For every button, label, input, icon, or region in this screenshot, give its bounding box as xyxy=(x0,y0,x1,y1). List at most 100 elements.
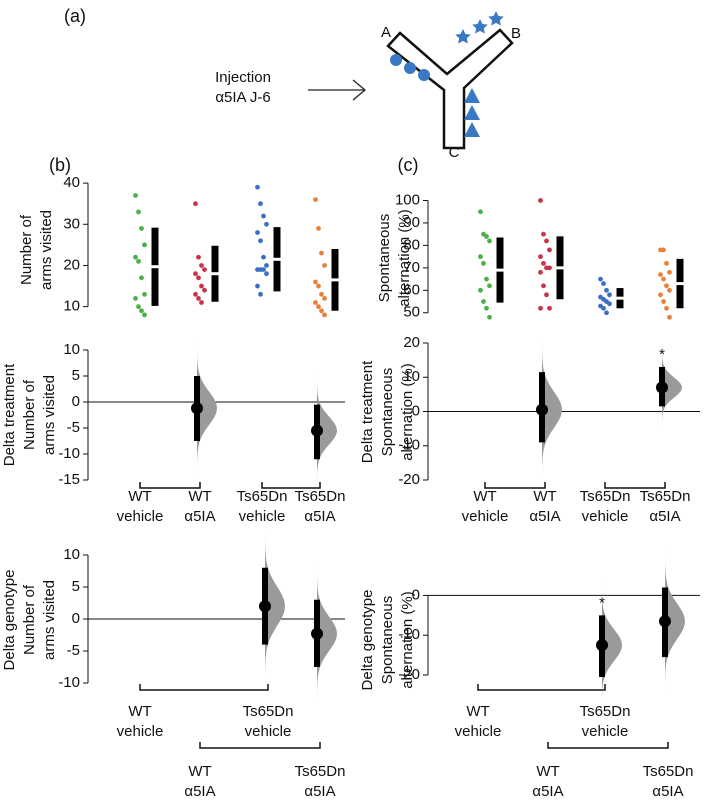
y-axis-label: alternation (%) xyxy=(399,591,416,689)
x-tick-label: Ts65Dn xyxy=(237,488,288,505)
data-point xyxy=(258,238,263,244)
data-point xyxy=(319,308,324,314)
mean-difference xyxy=(659,615,671,628)
x-tick-label: WT xyxy=(188,763,211,780)
data-point xyxy=(139,275,144,281)
mean-difference xyxy=(311,424,323,437)
data-point xyxy=(658,272,663,277)
x-tick-label: WT xyxy=(533,488,556,505)
x-tick-label: α5IA xyxy=(184,508,215,525)
y-axis-label: alternation (%) xyxy=(399,363,416,461)
x-tick-label: α5IA xyxy=(184,783,215,800)
y-tick-label: 20 xyxy=(63,256,80,273)
data-point xyxy=(313,279,318,285)
injection-label: Injection xyxy=(215,69,271,86)
y-tick-label: 0 xyxy=(412,402,420,419)
y-tick-label: -5 xyxy=(67,642,80,659)
significance: * xyxy=(659,346,665,363)
data-point xyxy=(661,299,666,304)
data-point xyxy=(538,254,543,260)
y-tick-label: -20 xyxy=(398,471,420,488)
data-point xyxy=(478,254,483,260)
x-tick-label: vehicle xyxy=(462,508,509,525)
y-tick-label: 90 xyxy=(403,214,420,231)
bootstrap-distribution xyxy=(662,347,682,428)
y-axis-label: Number of xyxy=(18,214,35,285)
data-point xyxy=(541,283,546,289)
y-maze xyxy=(386,28,514,150)
mean-difference xyxy=(596,639,608,652)
data-point xyxy=(316,283,321,289)
data-point xyxy=(538,305,543,311)
data-point xyxy=(139,308,144,314)
x-tick-label: Ts65Dn xyxy=(295,763,346,780)
y-axis-label: arms visited xyxy=(41,375,58,455)
x-tick-label: WT xyxy=(466,703,489,720)
maze-objects xyxy=(390,11,504,137)
mean-difference xyxy=(191,402,203,415)
data-point xyxy=(196,254,201,260)
x-tick-label: Ts65Dn xyxy=(580,703,631,720)
y-axis-label: Spontaneous xyxy=(379,596,396,684)
panel-label: (c) xyxy=(398,155,419,175)
x-tick-label: Ts65Dn xyxy=(580,488,631,505)
x-tick-label: WT xyxy=(128,703,151,720)
arm-label: B xyxy=(511,25,521,42)
data-point xyxy=(313,197,318,202)
data-point xyxy=(255,184,260,190)
bootstrap-distribution xyxy=(542,338,562,482)
data-point xyxy=(264,271,269,277)
data-point xyxy=(667,287,672,293)
data-point xyxy=(199,263,204,268)
data-point xyxy=(255,283,260,289)
x-tick-label: WT xyxy=(188,488,211,505)
comparison-bracket xyxy=(139,482,201,489)
comparison-bracket xyxy=(484,482,546,489)
data-point xyxy=(258,201,263,207)
y-tick-label: -10 xyxy=(58,674,80,691)
panel-label: (a) xyxy=(64,6,86,26)
y-axis-label: arms visited xyxy=(38,210,55,290)
y-tick-label: 0 xyxy=(72,393,80,410)
bootstrap-distribution xyxy=(602,582,622,709)
data-point xyxy=(661,276,666,282)
data-point xyxy=(139,226,144,231)
mean-difference xyxy=(259,600,271,613)
x-tick-label: α5IA xyxy=(649,508,680,525)
data-point xyxy=(481,260,486,266)
y-axis-label: Number of xyxy=(21,584,38,655)
data-point xyxy=(538,269,543,275)
data-point xyxy=(487,283,492,289)
data-point xyxy=(316,226,321,231)
y-tick-label: -5 xyxy=(67,419,80,436)
data-point xyxy=(136,209,141,215)
data-point xyxy=(661,247,666,253)
data-point xyxy=(264,221,269,227)
data-point xyxy=(133,296,138,301)
x-tick-label: WT xyxy=(128,488,151,505)
data-point xyxy=(547,247,552,253)
data-point xyxy=(478,209,483,215)
x-tick-label: α5IA xyxy=(529,508,560,525)
y-axis-label: Spontaneous xyxy=(376,214,393,302)
x-tick-label: vehicle xyxy=(582,723,629,740)
data-point xyxy=(319,291,324,297)
bootstrap-distribution xyxy=(197,341,217,475)
data-point xyxy=(667,314,672,320)
data-point xyxy=(664,260,669,266)
x-tick-label: Ts65Dn xyxy=(243,703,294,720)
data-point xyxy=(258,291,263,297)
arrow xyxy=(308,79,367,101)
x-tick-label: vehicle xyxy=(117,723,164,740)
y-tick-label: -10 xyxy=(398,626,420,643)
data-point xyxy=(261,267,266,272)
x-tick-label: α5IA xyxy=(304,783,335,800)
data-point xyxy=(544,238,549,244)
data-point xyxy=(136,304,141,310)
bootstrap-distribution xyxy=(665,550,685,693)
data-point xyxy=(255,230,260,235)
data-point xyxy=(196,296,201,301)
data-point xyxy=(133,254,138,260)
data-point xyxy=(133,193,138,198)
